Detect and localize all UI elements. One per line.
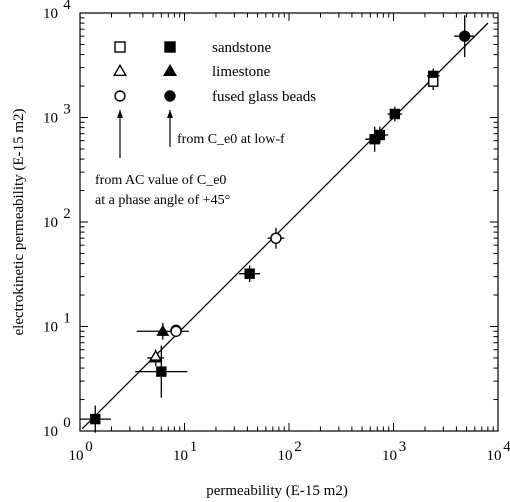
open-marker-note-line2: at a phase angle of +45° [95, 193, 230, 208]
y-tick-label: 10 [43, 320, 58, 336]
x-tick-label: 10 [487, 448, 502, 464]
x-tick-label: 10 [69, 448, 84, 464]
y-tick-label: 10 [43, 111, 58, 127]
circle-marker [458, 30, 471, 42]
y-tick-label: 10 [43, 215, 58, 231]
open-marker-note-line1: from AC value of C_e0 [95, 173, 226, 188]
filled-circle-point [454, 15, 476, 58]
legend-label: sandstone [212, 40, 272, 56]
filled-square-point [79, 405, 111, 433]
filled-square-point [387, 106, 403, 122]
legend-filled-triangle-icon [162, 63, 178, 76]
x-tick-label-exponent: 0 [85, 439, 93, 455]
triangle-marker [149, 349, 163, 361]
x-tick-label-exponent: 2 [294, 439, 302, 455]
open-square-point [428, 73, 439, 91]
x-tick-label: 10 [173, 448, 188, 464]
x-tick-label: 10 [278, 448, 293, 464]
square-marker [244, 268, 255, 279]
square-marker [428, 76, 439, 87]
y-tick-label-exponent: 4 [63, 0, 71, 13]
legend-open-triangle-icon [112, 63, 128, 76]
square-marker [389, 108, 401, 120]
legend-filled-circle-icon [164, 90, 176, 102]
data-points [79, 15, 476, 433]
y-tick-label-exponent: 0 [63, 415, 71, 431]
fit-line-layer [81, 22, 489, 430]
open-marker-arrow-head [117, 110, 123, 118]
legend-open-circle-icon [114, 90, 126, 102]
y-tick-label-exponent: 3 [63, 102, 71, 118]
triangle-marker [156, 324, 170, 336]
legend-label: fused glass beads [212, 89, 316, 105]
x-tick-label-exponent: 3 [399, 439, 407, 455]
square-marker [374, 129, 386, 141]
y-tick-label-exponent: 2 [63, 206, 71, 222]
open-triangle-point [149, 349, 163, 361]
y-tick-label: 10 [43, 424, 58, 440]
y-axis-title: electrokinetic permeability (E-15 m2) [11, 109, 27, 336]
circle-marker [170, 325, 182, 337]
legend: sandstone limestone fused glass beads from … [95, 40, 316, 208]
filled-marker-arrow-head [167, 110, 173, 118]
legend-filled-square-icon [164, 41, 176, 53]
legend-label: limestone [212, 64, 271, 80]
x-axis-title: permeability (E-15 m2) [206, 483, 348, 499]
legend-open-square-icon [114, 41, 126, 53]
x-tick-label: 10 [382, 448, 397, 464]
open-circle-point [267, 227, 285, 249]
square-marker [156, 366, 167, 377]
fit-line [81, 22, 489, 430]
open-circle-point [170, 325, 182, 337]
filled-square-point [371, 126, 389, 144]
filled-square-point [135, 345, 188, 398]
square-marker [90, 413, 101, 425]
filled-square-point [239, 265, 261, 283]
x-tick-label-exponent: 4 [503, 439, 510, 455]
y-tick-label: 10 [43, 6, 58, 22]
circle-marker [270, 232, 282, 244]
x-tick-label-exponent: 1 [190, 439, 198, 455]
y-tick-label-exponent: 1 [63, 311, 71, 327]
filled-marker-note: from C_e0 at low-f [177, 132, 285, 147]
